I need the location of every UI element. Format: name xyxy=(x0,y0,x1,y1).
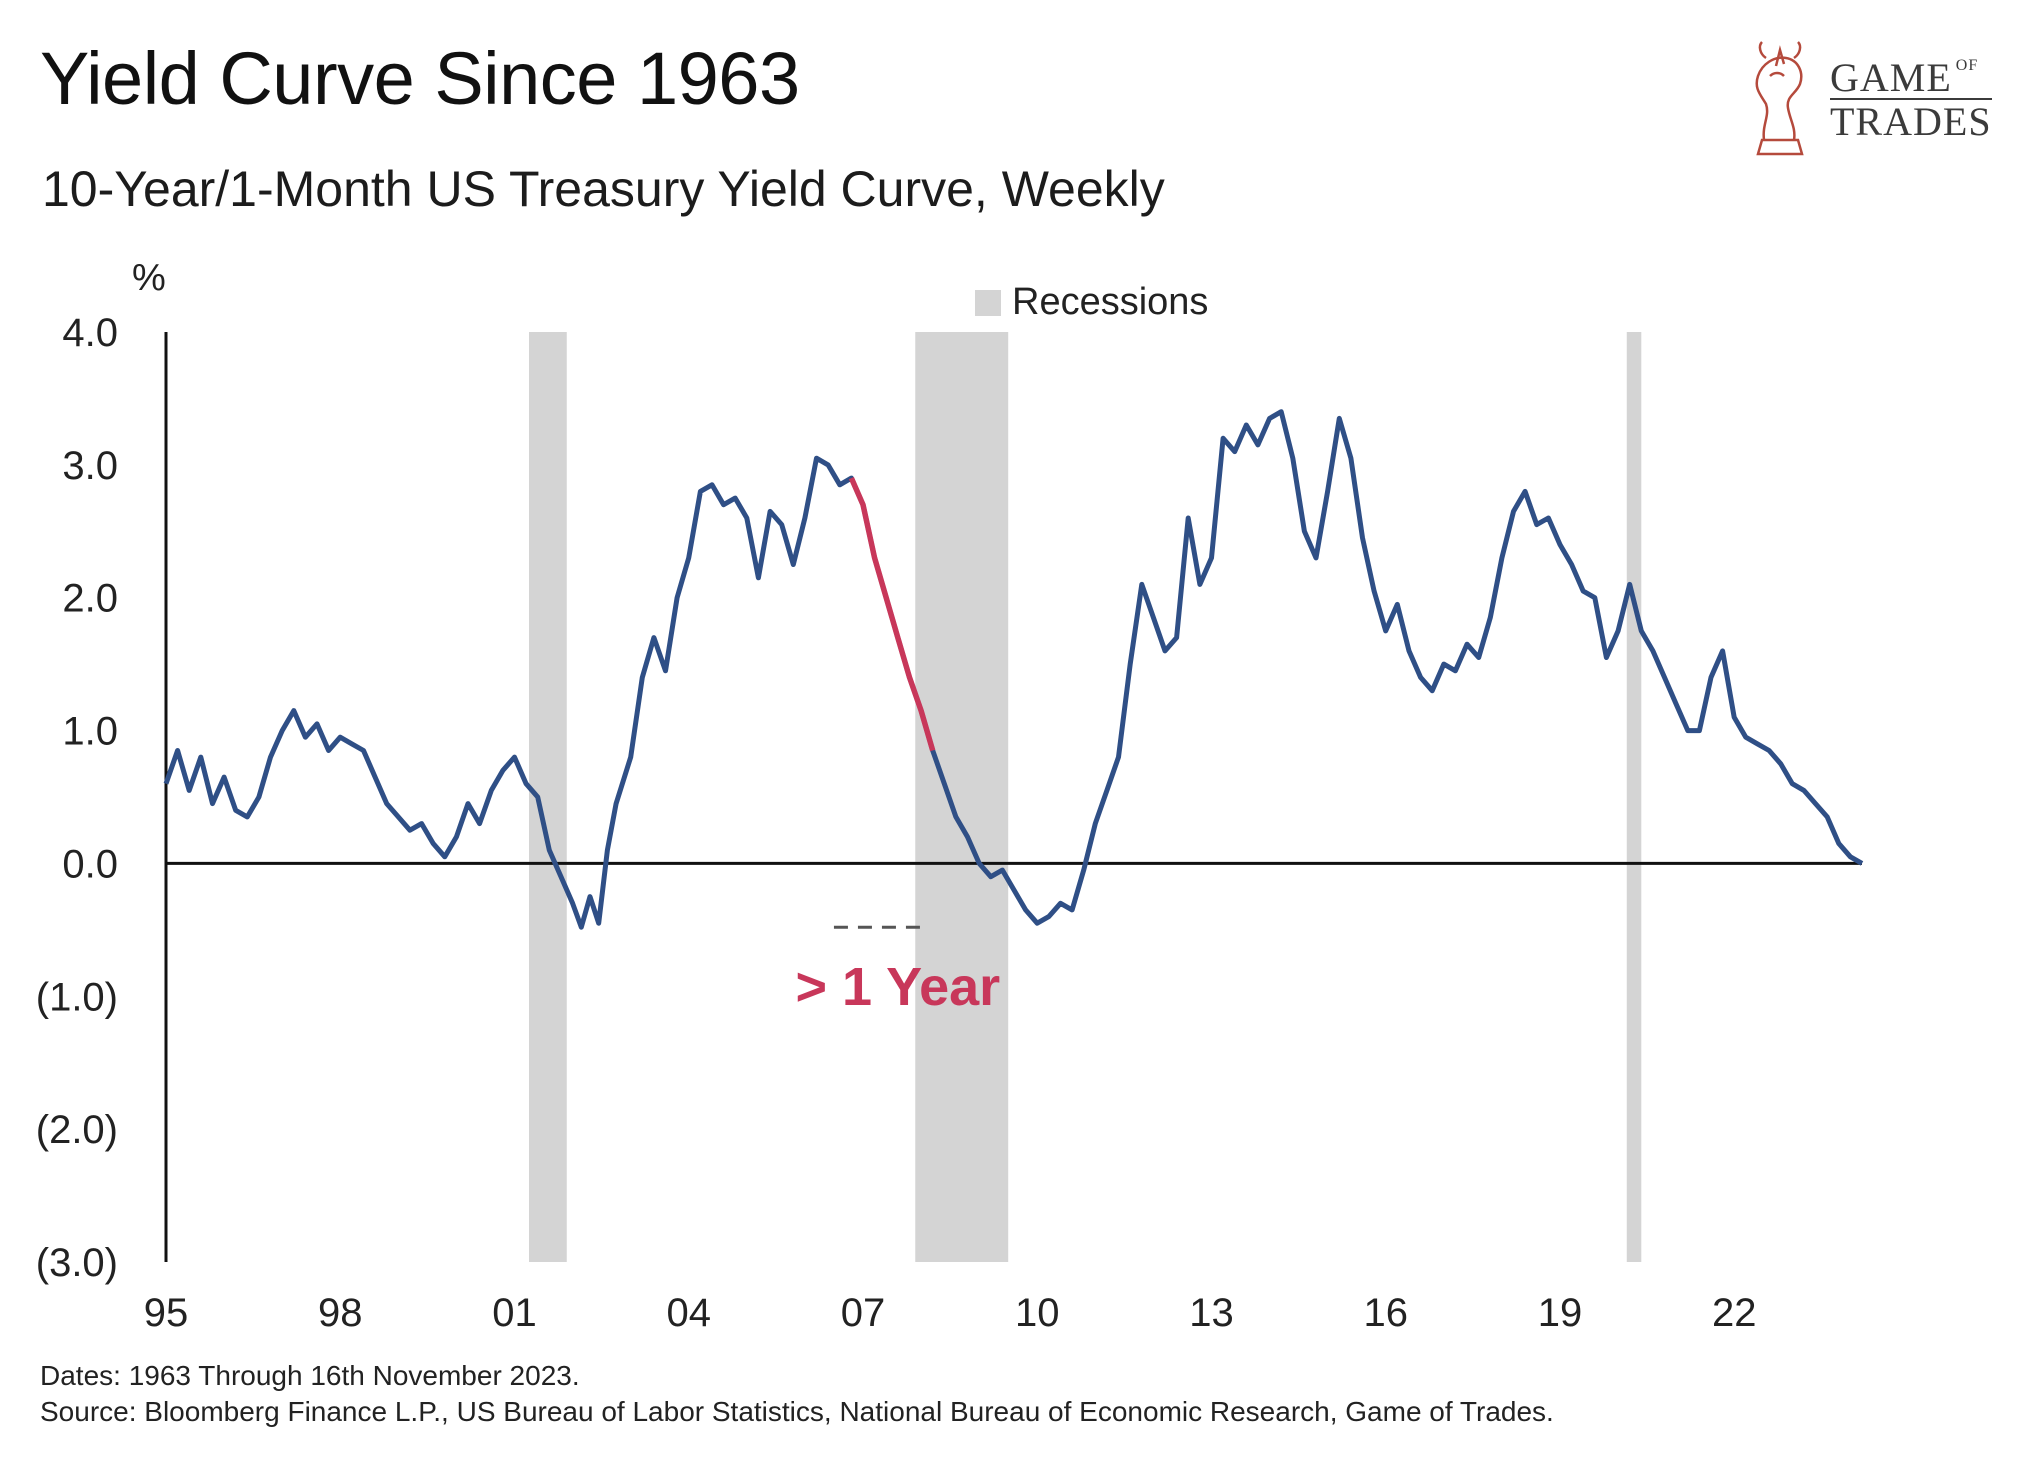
recession-band xyxy=(1626,332,1642,1262)
series-lines xyxy=(163,409,1864,930)
brand-logo: GAME OF TRADES xyxy=(1740,36,1992,166)
chart-title: Yield Curve Since 1963 xyxy=(40,37,800,120)
x-tick-label: 16 xyxy=(1363,1291,1408,1335)
x-tick-label: 01 xyxy=(492,1291,537,1335)
legend-swatch xyxy=(975,290,1001,316)
footnote-dates: Dates: 1963 Through 16th November 2023. xyxy=(40,1360,580,1391)
y-axis-unit-label: % xyxy=(132,257,166,299)
recession-bands xyxy=(529,332,1642,1262)
chess-knight-icon xyxy=(1755,41,1804,156)
x-tick-label: 19 xyxy=(1538,1291,1583,1335)
highlight-line xyxy=(848,477,936,752)
logo-text-of: OF xyxy=(1955,57,1979,74)
x-tick-label: 04 xyxy=(666,1291,711,1335)
logo-text-game: GAME xyxy=(1830,55,1952,100)
y-tick-label: (1.0) xyxy=(36,975,118,1019)
logo-text-trades: TRADES xyxy=(1830,98,1992,144)
x-tick-label: 07 xyxy=(841,1291,886,1335)
x-tick-label: 95 xyxy=(144,1291,189,1335)
y-tick-label: 4.0 xyxy=(62,311,118,355)
footnote-source: Source: Bloomberg Finance L.P., US Burea… xyxy=(40,1396,1554,1427)
y-tick-label: (3.0) xyxy=(36,1241,118,1285)
x-tick-label: 22 xyxy=(1712,1291,1757,1335)
series-line xyxy=(163,409,1864,930)
chart-subtitle: 10-Year/1-Month US Treasury Yield Curve,… xyxy=(42,161,1165,217)
y-tick-label: 2.0 xyxy=(62,577,118,621)
annotation-layer: > 1 Year xyxy=(795,925,1000,1017)
annotation-label: > 1 Year xyxy=(795,957,1000,1017)
legend-label: Recessions xyxy=(1012,281,1208,323)
y-tick-label: 3.0 xyxy=(62,444,118,488)
chart-axes: Recessions% 4.0 3.0 2.0 1.0 0.0 (1.0) (2.0) (3.0… xyxy=(36,257,1862,1335)
y-tick-label: 0.0 xyxy=(62,842,118,886)
y-tick-label: 1.0 xyxy=(62,710,118,754)
recession-band xyxy=(915,332,1009,1262)
x-tick-label: 13 xyxy=(1189,1291,1234,1335)
y-tick-label: (2.0) xyxy=(36,1108,118,1152)
x-tick-label: 98 xyxy=(318,1291,363,1335)
x-tick-label: 10 xyxy=(1015,1291,1060,1335)
